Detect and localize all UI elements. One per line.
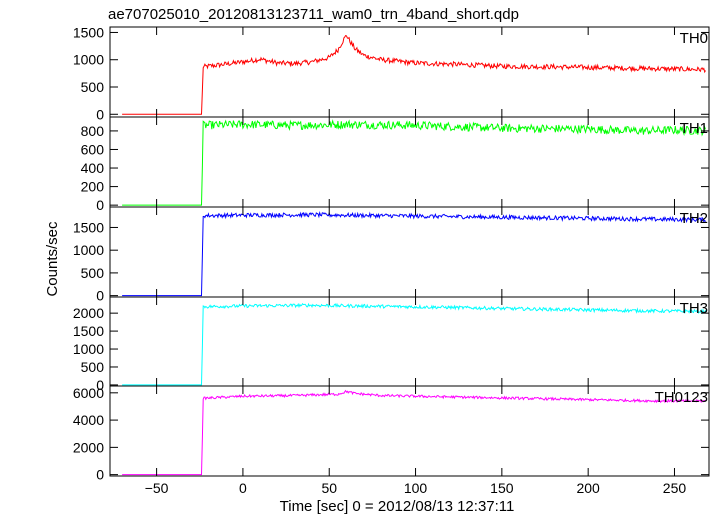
- series-line-th3: [122, 302, 706, 386]
- y-tick-label: 400: [81, 160, 105, 176]
- y-tick-label: 500: [81, 265, 105, 281]
- y-tick-label: 1500: [73, 219, 104, 235]
- series-line-th0: [122, 35, 706, 115]
- panel-frame: [109, 385, 710, 477]
- y-tick-label: 2000: [73, 439, 104, 455]
- y-tick-label: 0: [96, 467, 104, 483]
- panel-label-th3: TH3: [680, 300, 708, 317]
- y-tick-label: 2000: [73, 305, 104, 321]
- panel-label-th1: TH1: [680, 120, 708, 137]
- panel-th0123: 0 2000 4000 6000 TH0123: [73, 385, 710, 483]
- panel-frame: [109, 206, 710, 298]
- x-tick-label: −50: [145, 480, 169, 496]
- y-tick-label: 0: [96, 288, 104, 304]
- x-tick-label: 200: [576, 480, 600, 496]
- series-line-th0123: [122, 389, 706, 476]
- panel-th0: 0 500 1000 1500 TH0: [73, 24, 710, 122]
- series-line-th2: [122, 210, 706, 297]
- x-axis-label: Time [sec] 0 = 2012/08/13 12:37:11: [280, 498, 515, 515]
- x-tick-label: 150: [490, 480, 514, 496]
- y-tick-label: 500: [81, 79, 105, 95]
- y-axis-label: Counts/sec: [44, 221, 61, 297]
- y-tick-label: 0: [96, 106, 104, 122]
- x-tick-label: 0: [239, 480, 247, 496]
- y-tick-label: 1000: [73, 52, 104, 68]
- chart-title: ae707025010_20120813123711_wam0_trn_4ban…: [108, 6, 519, 23]
- y-tick-label: 0: [96, 377, 104, 393]
- y-tick-label: 4000: [73, 412, 104, 428]
- y-tick-label: 500: [81, 359, 105, 375]
- y-tick-label: 1500: [73, 323, 104, 339]
- y-tick-label: 6000: [73, 385, 104, 401]
- panel-frame: [109, 26, 710, 118]
- y-tick-label: 1000: [73, 341, 104, 357]
- panel-label-th0123: TH0123: [655, 389, 708, 406]
- y-tick-label: 200: [81, 179, 105, 195]
- panel-label-th0: TH0: [680, 30, 708, 47]
- y-tick-label: 800: [81, 123, 105, 139]
- panel-th2: 0 500 1000 1500 TH2: [73, 206, 710, 304]
- x-tick-label: 50: [321, 480, 337, 496]
- x-tick-label: 250: [663, 480, 687, 496]
- panel-th3: 0 500 1000 1500 2000 TH3: [73, 296, 710, 393]
- y-tick-label: 1500: [73, 24, 104, 40]
- panel-th1: 0 200 400 600 800 TH1: [81, 116, 710, 213]
- series-line-th1: [122, 119, 706, 206]
- panel-label-th2: TH2: [680, 210, 708, 227]
- y-tick-label: 1000: [73, 242, 104, 258]
- y-tick-label: 0: [96, 197, 104, 213]
- x-tick-label: 100: [404, 480, 428, 496]
- y-tick-label: 600: [81, 141, 105, 157]
